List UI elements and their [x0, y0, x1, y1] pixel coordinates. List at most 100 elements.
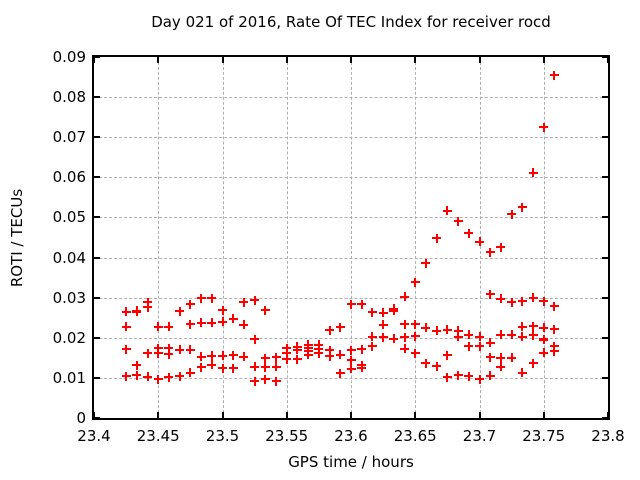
- x-tick-label: 23.4: [77, 427, 111, 445]
- x-tick-label: 23.8: [591, 427, 625, 445]
- data-point-marker: [378, 308, 388, 318]
- data-point-marker: [271, 352, 281, 362]
- data-point-marker: [153, 343, 163, 353]
- data-point-marker: [132, 360, 142, 370]
- y-tick-mark: [602, 376, 608, 379]
- y-tick-mark: [602, 417, 608, 419]
- data-point-marker: [496, 330, 506, 340]
- data-point-marker: [239, 297, 249, 307]
- x-tick-mark: [285, 412, 288, 418]
- data-point-marker: [207, 293, 217, 303]
- data-point-marker: [539, 122, 549, 132]
- x-tick-mark: [285, 57, 288, 63]
- data-point-marker: [432, 233, 442, 243]
- data-point-marker: [400, 332, 410, 342]
- data-point-marker: [164, 343, 174, 353]
- x-gridline: [286, 57, 288, 418]
- data-point-marker: [282, 348, 292, 358]
- data-point-marker: [357, 299, 367, 309]
- x-tick-mark: [221, 412, 224, 418]
- x-tick-mark: [607, 57, 609, 63]
- x-tick-mark: [478, 412, 481, 418]
- data-point-marker: [196, 352, 206, 362]
- data-point-marker: [453, 370, 463, 380]
- data-point-marker: [367, 341, 377, 351]
- data-point-marker: [164, 372, 174, 382]
- x-tick-label: 23.6: [334, 427, 368, 445]
- data-point-marker: [121, 307, 131, 317]
- data-point-marker: [218, 351, 227, 361]
- data-point-marker: [335, 322, 345, 332]
- data-point-marker: [496, 353, 506, 363]
- data-point-marker: [485, 352, 495, 362]
- data-point-marker: [207, 360, 217, 370]
- data-point-marker: [549, 341, 559, 351]
- y-tick-mark: [94, 336, 100, 339]
- data-point-marker: [260, 374, 270, 384]
- data-point-marker: [346, 355, 356, 365]
- data-point-marker: [228, 314, 238, 324]
- y-gridline: [94, 97, 608, 99]
- x-tick-mark: [542, 57, 545, 63]
- data-point-marker: [528, 358, 538, 368]
- data-point-marker: [367, 307, 377, 317]
- data-point-marker: [239, 320, 249, 330]
- data-point-marker: [485, 338, 495, 348]
- x-tick-label: 23.75: [522, 427, 566, 445]
- data-point-marker: [475, 374, 484, 384]
- data-point-marker: [196, 362, 206, 372]
- data-point-marker: [496, 294, 506, 304]
- data-point-marker: [496, 362, 506, 372]
- y-tick-mark: [602, 176, 608, 179]
- chart-title: Day 021 of 2016, Rate Of TEC Index for r…: [151, 13, 551, 31]
- x-tick-label: 23.7: [462, 427, 497, 445]
- x-tick-label: 23.5: [205, 427, 240, 445]
- y-gridline: [94, 337, 608, 339]
- data-point-marker: [292, 354, 302, 364]
- y-tick-label: 0.02: [52, 328, 86, 347]
- x-tick-mark: [157, 412, 160, 418]
- data-point-marker: [271, 376, 281, 386]
- data-point-marker: [250, 376, 260, 386]
- x-gridline: [158, 57, 160, 418]
- y-tick-mark: [602, 136, 608, 139]
- y-tick-label: 0.01: [52, 368, 86, 387]
- data-point-marker: [432, 361, 442, 371]
- data-point-marker: [421, 323, 431, 333]
- data-point-marker: [357, 363, 367, 373]
- data-point-marker: [207, 318, 217, 328]
- x-gridline: [543, 57, 545, 418]
- data-point-marker: [539, 323, 549, 333]
- data-point-marker: [378, 320, 388, 330]
- data-point-marker: [175, 306, 185, 316]
- data-point-marker: [250, 295, 260, 305]
- y-axis-label: ROTI / TECUs: [8, 188, 26, 288]
- x-tick-mark: [157, 57, 160, 63]
- data-point-marker: [539, 348, 549, 358]
- y-tick-label: 0.05: [52, 208, 86, 227]
- data-point-marker: [464, 341, 474, 351]
- data-point-marker: [132, 307, 142, 317]
- data-point-marker: [507, 297, 517, 307]
- data-point-marker: [464, 228, 474, 238]
- data-point-marker: [282, 354, 292, 364]
- data-point-marker: [442, 350, 452, 360]
- data-point-marker: [485, 247, 495, 257]
- data-point-marker: [549, 346, 559, 356]
- y-tick-mark: [94, 56, 100, 58]
- data-point-marker: [325, 325, 335, 335]
- data-point-marker: [260, 305, 270, 315]
- data-point-marker: [400, 319, 410, 329]
- y-tick-mark: [94, 417, 100, 419]
- data-point-marker: [453, 332, 463, 342]
- data-point-marker: [485, 289, 495, 299]
- data-point-marker: [185, 345, 195, 355]
- data-point-marker: [143, 372, 153, 382]
- data-point-marker: [218, 317, 227, 327]
- plot-area: [92, 55, 610, 420]
- data-point-marker: [335, 368, 345, 378]
- y-tick-mark: [602, 56, 608, 58]
- y-tick-mark: [602, 256, 608, 259]
- y-tick-label: 0.07: [52, 128, 86, 147]
- data-point-marker: [400, 292, 410, 302]
